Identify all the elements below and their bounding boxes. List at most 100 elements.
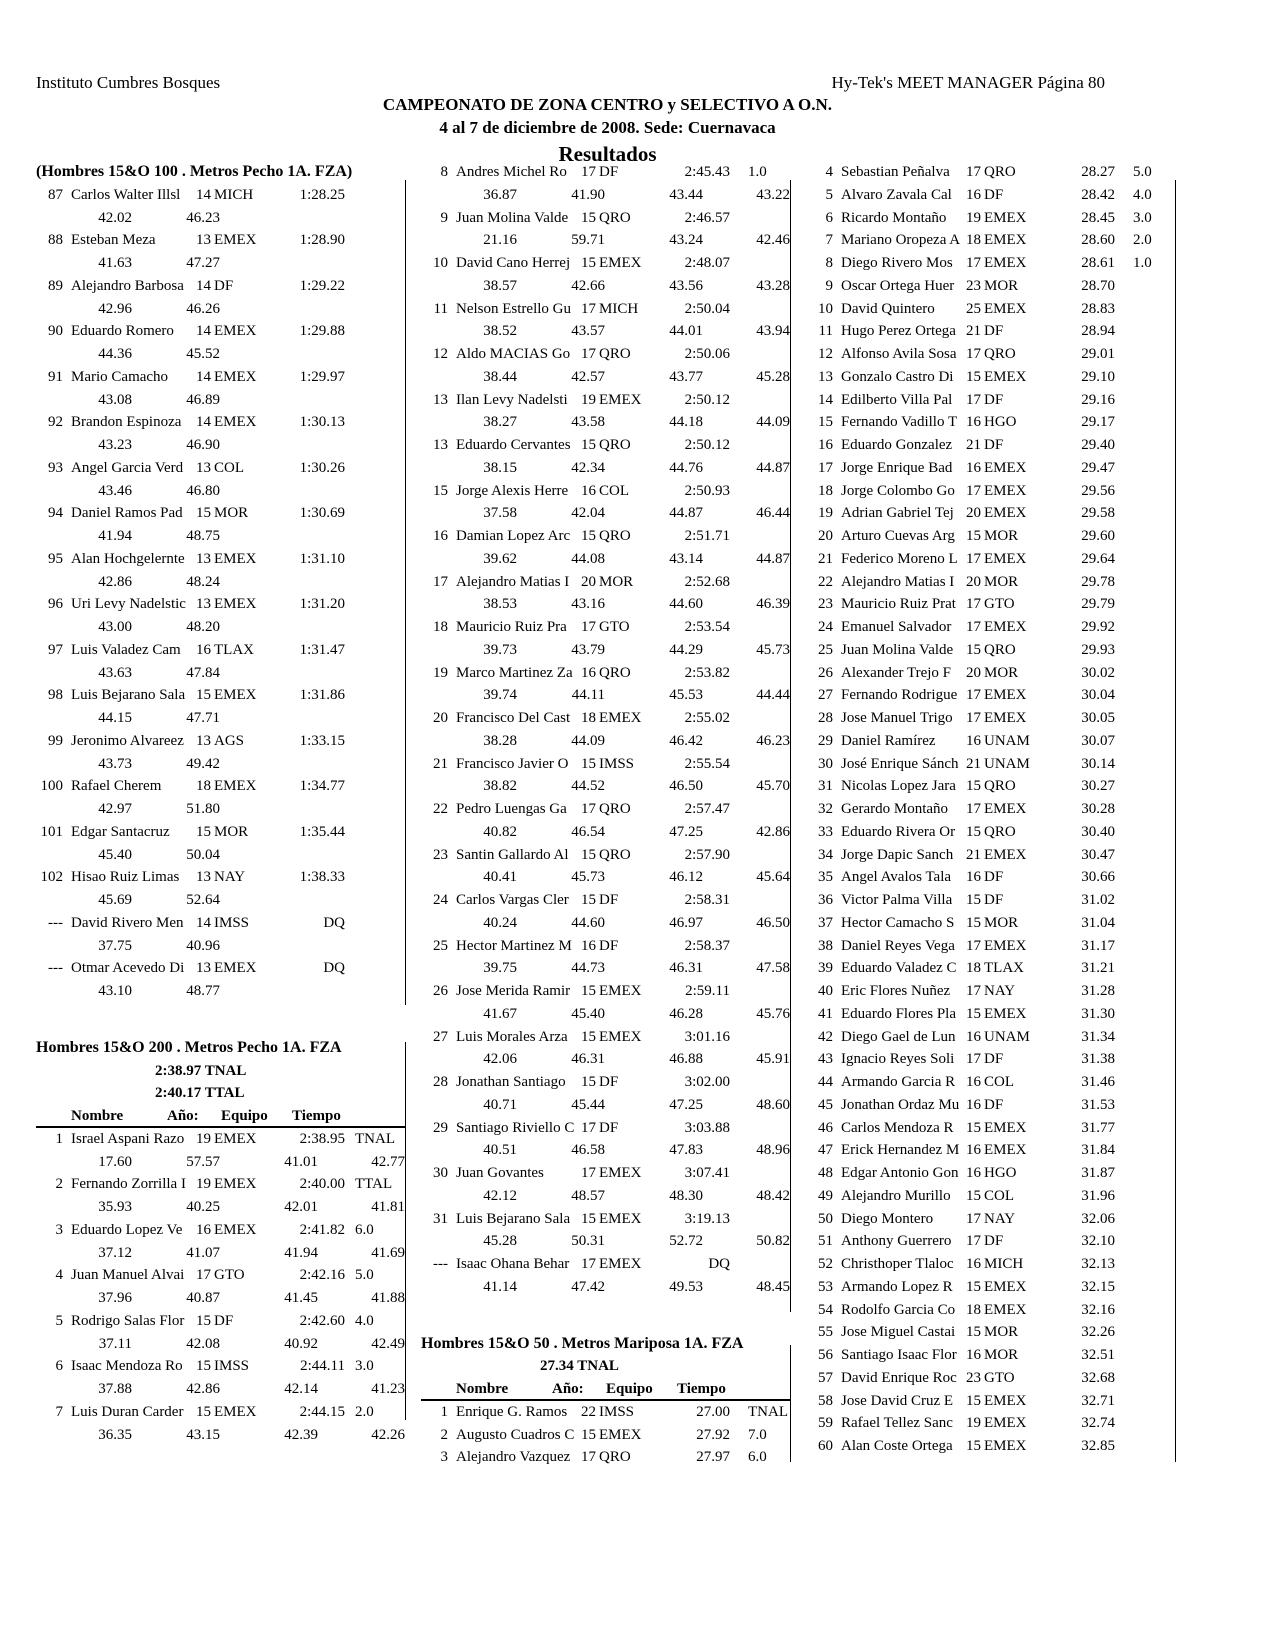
final-time: 2:48.07 bbox=[684, 255, 730, 271]
split-time: 41.45 bbox=[284, 1290, 318, 1307]
swimmer-name: Jorge Dapic Sanch bbox=[841, 846, 954, 863]
swimmer-name: Alejandro Vazquez bbox=[456, 1449, 571, 1466]
swimmer-name: Francisco Javier O bbox=[456, 755, 569, 772]
team: EMEX bbox=[984, 255, 1027, 271]
final-time: 30.28 bbox=[1081, 801, 1115, 817]
place: 59 bbox=[818, 1415, 833, 1432]
split-time: 46.90 bbox=[186, 437, 220, 453]
split-time: 45.70 bbox=[756, 778, 790, 795]
swimmer-name: Jorge Enrique Bad bbox=[841, 459, 953, 476]
team: EMEX bbox=[984, 619, 1027, 635]
final-time: 30.66 bbox=[1081, 869, 1115, 886]
place: 93 bbox=[48, 459, 63, 476]
place: 25 bbox=[818, 641, 833, 658]
split-time: 43.23 bbox=[98, 437, 132, 453]
place: 6 bbox=[55, 1358, 64, 1375]
swimmer-name: Carlos Vargas Cler bbox=[456, 892, 569, 908]
swimmer-age: 15 bbox=[966, 368, 981, 385]
swimmer-name: Pedro Luengas Ga bbox=[456, 801, 567, 817]
team: EMEX bbox=[984, 801, 1027, 817]
team: IMSS bbox=[214, 914, 250, 931]
split-time: 44.87 bbox=[756, 459, 790, 476]
team: DF bbox=[984, 1096, 1004, 1113]
swimmer-name: Jonathan Ordaz Mu bbox=[841, 1096, 960, 1113]
final-time: 3:03.88 bbox=[684, 1119, 730, 1136]
points-or-standard: 3.0 bbox=[1133, 209, 1152, 226]
team: MOR bbox=[984, 573, 1019, 590]
final-time: 29.40 bbox=[1081, 437, 1115, 453]
team: DF bbox=[599, 1119, 619, 1136]
split-time: 21.16 bbox=[483, 232, 517, 249]
swimmer-age: 17 bbox=[966, 391, 981, 408]
team: HGO bbox=[984, 414, 1017, 431]
place: 60 bbox=[818, 1438, 833, 1454]
swimmer-age: 15 bbox=[581, 846, 596, 863]
final-time: 2:53.54 bbox=[684, 619, 730, 635]
final-time: 31.87 bbox=[1081, 1165, 1115, 1181]
team: DF bbox=[214, 277, 234, 294]
swimmer-age: 15 bbox=[581, 892, 596, 908]
place: 27 bbox=[433, 1028, 448, 1045]
swimmer-age: 15 bbox=[581, 437, 596, 453]
place: --- bbox=[433, 1256, 448, 1272]
swimmer-age: 16 bbox=[966, 459, 981, 476]
swimmer-age: 13 bbox=[196, 732, 211, 749]
place: 39 bbox=[818, 960, 833, 977]
split-time: 45.53 bbox=[669, 687, 703, 704]
swimmer-name: Jose Manuel Trigo bbox=[841, 710, 953, 726]
place: 52 bbox=[818, 1256, 833, 1272]
swimmer-age: 21 bbox=[966, 323, 981, 340]
split-time: 43.08 bbox=[98, 391, 132, 408]
swimmer-name: Rodrigo Salas Flor bbox=[71, 1312, 185, 1329]
swimmer-name: Augusto Cuadros C bbox=[456, 1426, 575, 1443]
final-time: 30.14 bbox=[1081, 755, 1115, 772]
swimmer-age: 15 bbox=[966, 528, 981, 544]
swimmer-name: Jorge Alexis Herre bbox=[456, 482, 569, 499]
swimmer-name: Arturo Cuevas Arg bbox=[841, 528, 955, 544]
team: EMEX bbox=[984, 1301, 1027, 1318]
place: 50 bbox=[818, 1210, 833, 1227]
place: 12 bbox=[818, 346, 833, 362]
split-time: 38.53 bbox=[483, 596, 517, 613]
points-or-standard: TTAL bbox=[355, 1176, 393, 1193]
team: EMEX bbox=[984, 505, 1027, 522]
header-name: Nombre bbox=[456, 1381, 509, 1398]
final-time: 29.17 bbox=[1081, 414, 1115, 431]
place: 11 bbox=[433, 300, 448, 317]
final-time: 1:29.88 bbox=[299, 323, 345, 340]
swimmer-name: Hector Martinez M bbox=[456, 937, 572, 954]
final-time: 31.38 bbox=[1081, 1051, 1115, 1068]
final-time: 1:30.26 bbox=[299, 459, 345, 476]
final-time: 29.92 bbox=[1081, 619, 1115, 635]
split-time: 46.26 bbox=[186, 300, 220, 317]
split-time: 46.39 bbox=[756, 596, 790, 613]
swimmer-age: 17 bbox=[966, 983, 981, 999]
swimmer-name: Daniel Ramos Pad bbox=[71, 505, 183, 522]
swimmer-name: David Cano Herrej bbox=[456, 255, 571, 271]
swimmer-name: Gonzalo Castro Di bbox=[841, 368, 954, 385]
place: 16 bbox=[818, 437, 833, 453]
swimmer-age: 17 bbox=[581, 801, 596, 817]
team: MOR bbox=[984, 914, 1019, 931]
place: 56 bbox=[818, 1347, 833, 1363]
swimmer-age: 16 bbox=[581, 482, 596, 499]
section-title: Resultados bbox=[558, 142, 657, 166]
split-time: 44.15 bbox=[98, 710, 132, 726]
team: EMEX bbox=[984, 232, 1027, 249]
swimmer-age: 15 bbox=[966, 823, 981, 840]
place: 95 bbox=[48, 550, 63, 567]
swimmer-name: Santiago Isaac Flor bbox=[841, 1347, 957, 1363]
swimmer-age: 14 bbox=[196, 277, 211, 294]
split-time: 42.06 bbox=[483, 1051, 517, 1068]
final-time: 29.64 bbox=[1081, 550, 1115, 567]
final-time: 30.05 bbox=[1081, 710, 1115, 726]
split-time: 43.10 bbox=[98, 983, 132, 999]
swimmer-age: 21 bbox=[966, 846, 981, 863]
place: 19 bbox=[818, 505, 833, 522]
place: 30 bbox=[433, 1165, 448, 1181]
swimmer-name: Victor Palma Villa bbox=[841, 892, 953, 908]
place: 35 bbox=[818, 869, 833, 886]
swimmer-name: Juan Molina Valde bbox=[456, 209, 569, 226]
team: GTO bbox=[984, 1369, 1015, 1386]
final-time: 1:28.25 bbox=[299, 186, 345, 203]
